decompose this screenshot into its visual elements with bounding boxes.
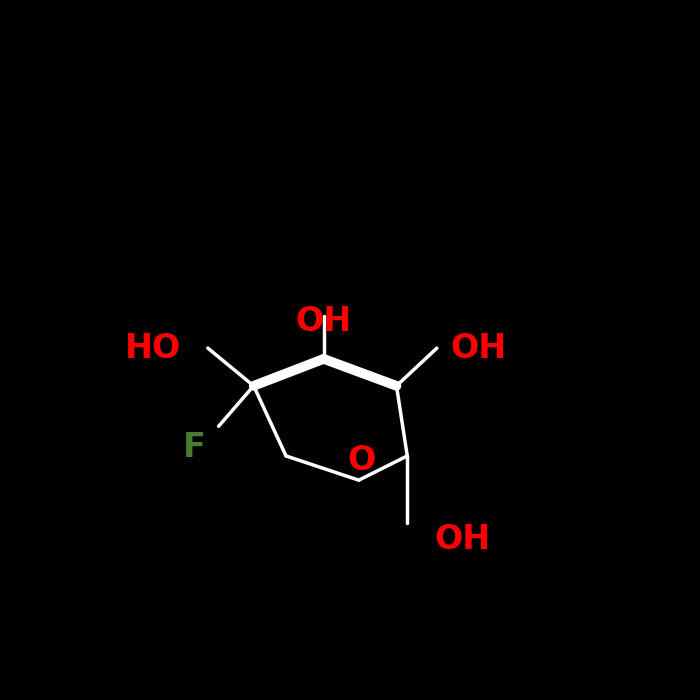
Text: OH: OH — [295, 305, 352, 338]
Text: O: O — [347, 444, 376, 477]
Text: HO: HO — [125, 332, 181, 365]
Text: OH: OH — [450, 332, 507, 365]
Text: OH: OH — [434, 523, 491, 556]
Text: F: F — [183, 431, 206, 464]
